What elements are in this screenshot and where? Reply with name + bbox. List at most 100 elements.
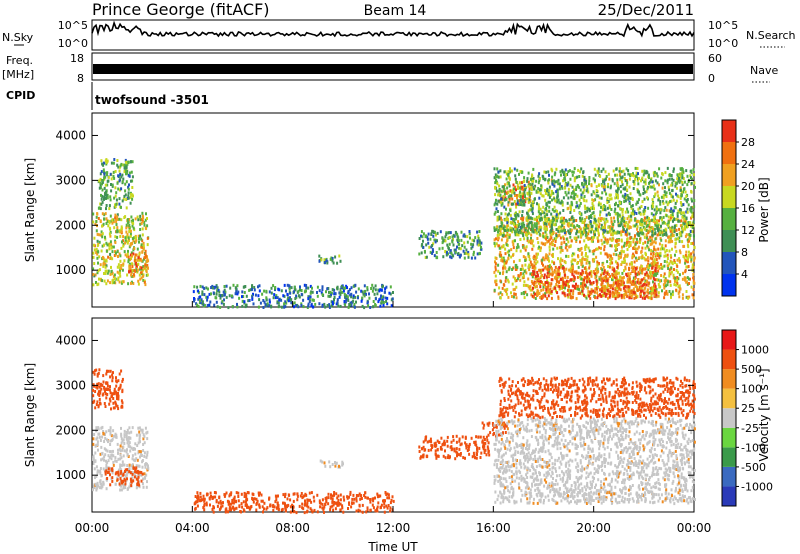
heatmap-cell (548, 173, 550, 177)
heatmap-cell (92, 251, 95, 255)
heatmap-cell (585, 215, 588, 219)
heatmap-cell (500, 221, 503, 225)
heatmap-cell (542, 288, 545, 292)
heatmap-cell (361, 304, 364, 308)
heatmap-cell (626, 181, 629, 185)
heatmap-cell (580, 195, 583, 199)
heatmap-cell (555, 216, 558, 220)
heatmap-cell (545, 288, 548, 292)
heatmap-cell (657, 269, 660, 273)
heatmap-cell (690, 224, 692, 228)
heatmap-cell (128, 183, 130, 187)
heatmap-cell (655, 295, 658, 299)
heatmap-cell (503, 170, 506, 174)
heatmap-cell (566, 222, 569, 226)
heatmap-cell (662, 194, 665, 198)
heatmap-cell (621, 210, 624, 214)
heatmap-cell (628, 177, 631, 181)
heatmap-cell (507, 228, 510, 232)
heatmap-cell (546, 285, 549, 289)
heatmap-cell (496, 215, 499, 219)
heatmap-cell (584, 228, 587, 232)
heatmap-cell (692, 265, 695, 269)
heatmap-cell (421, 235, 424, 239)
heatmap-cell (546, 275, 548, 279)
heatmap-cell (106, 279, 109, 283)
heatmap-cell (96, 239, 99, 243)
heatmap-cell (603, 248, 606, 252)
heatmap-cell (685, 259, 688, 263)
heatmap-cell (609, 292, 612, 296)
heatmap-cell (557, 284, 560, 288)
heatmap-cell (116, 235, 119, 239)
heatmap-cell (115, 384, 118, 388)
heatmap-cell (672, 219, 674, 223)
heatmap-cell (109, 281, 112, 285)
heatmap-cell (299, 285, 301, 289)
heatmap-cell (671, 181, 674, 185)
heatmap-cell (532, 295, 535, 299)
heatmap-cell (572, 274, 575, 278)
heatmap-cell (270, 291, 273, 295)
heatmap-cell (606, 198, 609, 202)
heatmap-cell (590, 193, 593, 197)
heatmap-cell (216, 289, 219, 293)
heatmap-cell (497, 237, 500, 240)
heatmap-cell (127, 249, 129, 253)
heatmap-cell (530, 241, 532, 245)
heatmap-cell (244, 305, 247, 309)
heatmap-cell (653, 215, 656, 219)
heatmap-cell (646, 256, 649, 260)
heatmap-cell (116, 265, 119, 269)
heatmap-cell (616, 265, 619, 269)
heatmap-cell (463, 245, 466, 249)
heatmap-cell (141, 430, 144, 434)
heatmap-cell (139, 277, 142, 281)
heatmap-cell (641, 220, 644, 223)
heatmap-cell (549, 287, 552, 291)
heatmap-cell (98, 397, 101, 401)
heatmap-cell (132, 194, 134, 198)
heatmap-cell (672, 234, 675, 237)
heatmap-cell (576, 262, 579, 265)
heatmap-cell (497, 193, 500, 197)
heatmap-cell (121, 240, 123, 244)
heatmap-cell (300, 304, 303, 307)
heatmap-cell (538, 205, 541, 209)
heatmap-cell (676, 258, 679, 262)
heatmap-cell (98, 385, 101, 389)
heatmap-cell (665, 284, 667, 288)
heatmap-cell (257, 305, 260, 309)
heatmap-cell (374, 288, 377, 292)
heatmap-cell (616, 189, 619, 193)
heatmap-cell (539, 177, 541, 180)
heatmap-cell (99, 186, 102, 189)
heatmap-cell (590, 230, 593, 234)
heatmap-cell (541, 194, 544, 198)
heatmap-cell (501, 293, 504, 297)
heatmap-cell (307, 302, 310, 306)
heatmap-cell (539, 280, 542, 283)
heatmap-cell (99, 389, 102, 393)
heatmap-cell (632, 290, 635, 294)
heatmap-cell (694, 185, 696, 189)
heatmap-cell (333, 296, 336, 299)
heatmap-cell (536, 237, 539, 240)
heatmap-cell (593, 178, 596, 182)
heatmap-cell (374, 304, 377, 308)
heatmap-cell (258, 284, 261, 288)
heatmap-cell (664, 193, 667, 197)
heatmap-cell (131, 175, 134, 179)
heatmap-cell (555, 167, 558, 171)
heatmap-cell (495, 257, 498, 260)
heatmap-cell (595, 287, 598, 290)
heatmap-cell (331, 259, 334, 263)
heatmap-cell (519, 268, 522, 271)
heatmap-cell (520, 217, 523, 221)
heatmap-cell (583, 218, 586, 222)
heatmap-cell (621, 208, 624, 212)
heatmap-cell (118, 229, 121, 233)
heatmap-cell (685, 224, 688, 228)
heatmap-cell (686, 260, 689, 264)
heatmap-cell (516, 243, 519, 247)
